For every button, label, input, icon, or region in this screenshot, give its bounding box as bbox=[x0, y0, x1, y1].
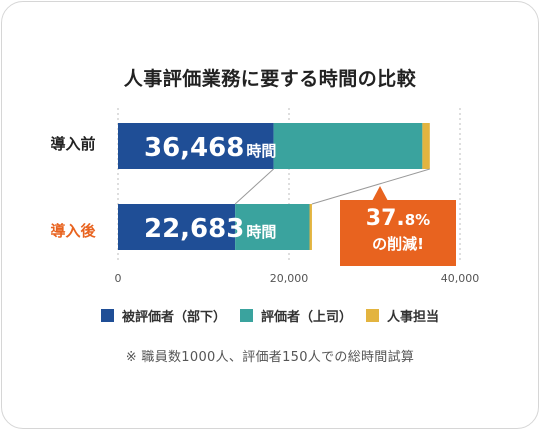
total-unit-0: 時間 bbox=[246, 142, 276, 160]
bar-0-0 bbox=[118, 123, 274, 169]
x-tick-label-0: 0 bbox=[115, 272, 122, 285]
connector-line-1 bbox=[311, 168, 430, 205]
bar-1-2 bbox=[309, 204, 312, 250]
callout-pointer bbox=[372, 186, 388, 201]
connector-line-0 bbox=[234, 168, 274, 205]
total-label-0: 36,468 時間 bbox=[144, 133, 276, 163]
total-unit-1: 時間 bbox=[246, 223, 276, 241]
bar-0-2 bbox=[422, 123, 430, 169]
chart-title: 人事評価業務に要する時間の比較 bbox=[123, 68, 417, 90]
category-label-after: 導入後 bbox=[50, 222, 96, 240]
reduction-value-small: 8% bbox=[404, 211, 431, 229]
legend-label-1: 評価者（上司） bbox=[260, 310, 352, 325]
connector-lines bbox=[234, 168, 430, 205]
x-tick-labels: 0 20,000 40,000 bbox=[115, 272, 480, 285]
total-number-0: 36,468 bbox=[144, 133, 244, 163]
bar-1-1 bbox=[235, 204, 310, 250]
legend-swatch-0 bbox=[100, 309, 114, 322]
legend-item-0: 被評価者（部下） bbox=[100, 306, 226, 325]
x-tick-label-1: 20,000 bbox=[270, 272, 309, 285]
x-tick-label-2: 40,000 bbox=[441, 272, 480, 285]
reduction-percent: 37.8% bbox=[340, 206, 456, 233]
bar-0-1 bbox=[273, 123, 423, 169]
category-label-before: 導入前 bbox=[50, 135, 96, 153]
legend-label-2: 人事担当 bbox=[387, 310, 440, 325]
total-label-1: 22,683 時間 bbox=[144, 214, 276, 244]
bars bbox=[118, 123, 430, 250]
reduction-callout: 37.8% の削減! bbox=[340, 200, 456, 266]
footnote: ※ 職員数1000人、評価者150人での総時間試算 bbox=[125, 350, 415, 365]
legend-item-2: 人事担当 bbox=[366, 306, 439, 325]
legend-label-0: 被評価者（部下） bbox=[121, 310, 226, 325]
bar-1-0 bbox=[118, 204, 236, 250]
total-number-1: 22,683 bbox=[144, 214, 244, 244]
legend: 被評価者（部下） 評価者（上司） 人事担当 bbox=[0, 306, 540, 325]
reduction-text: の削減! bbox=[372, 235, 424, 253]
reduction-value: 37. bbox=[365, 206, 405, 231]
legend-swatch-2 bbox=[366, 309, 379, 322]
legend-swatch-1 bbox=[239, 309, 253, 322]
legend-item-1: 評価者（上司） bbox=[239, 306, 352, 325]
